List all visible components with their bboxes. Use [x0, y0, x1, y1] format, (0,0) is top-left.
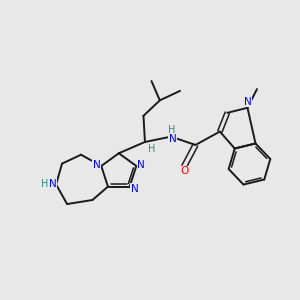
Text: N: N [49, 179, 56, 189]
Text: N: N [244, 97, 252, 107]
Text: N: N [130, 184, 138, 194]
Text: N: N [169, 134, 176, 144]
Text: O: O [180, 166, 188, 176]
Text: H: H [41, 179, 49, 189]
Text: H: H [168, 125, 176, 135]
Text: N: N [137, 160, 145, 170]
Text: H: H [148, 143, 155, 154]
Text: N: N [93, 160, 101, 170]
